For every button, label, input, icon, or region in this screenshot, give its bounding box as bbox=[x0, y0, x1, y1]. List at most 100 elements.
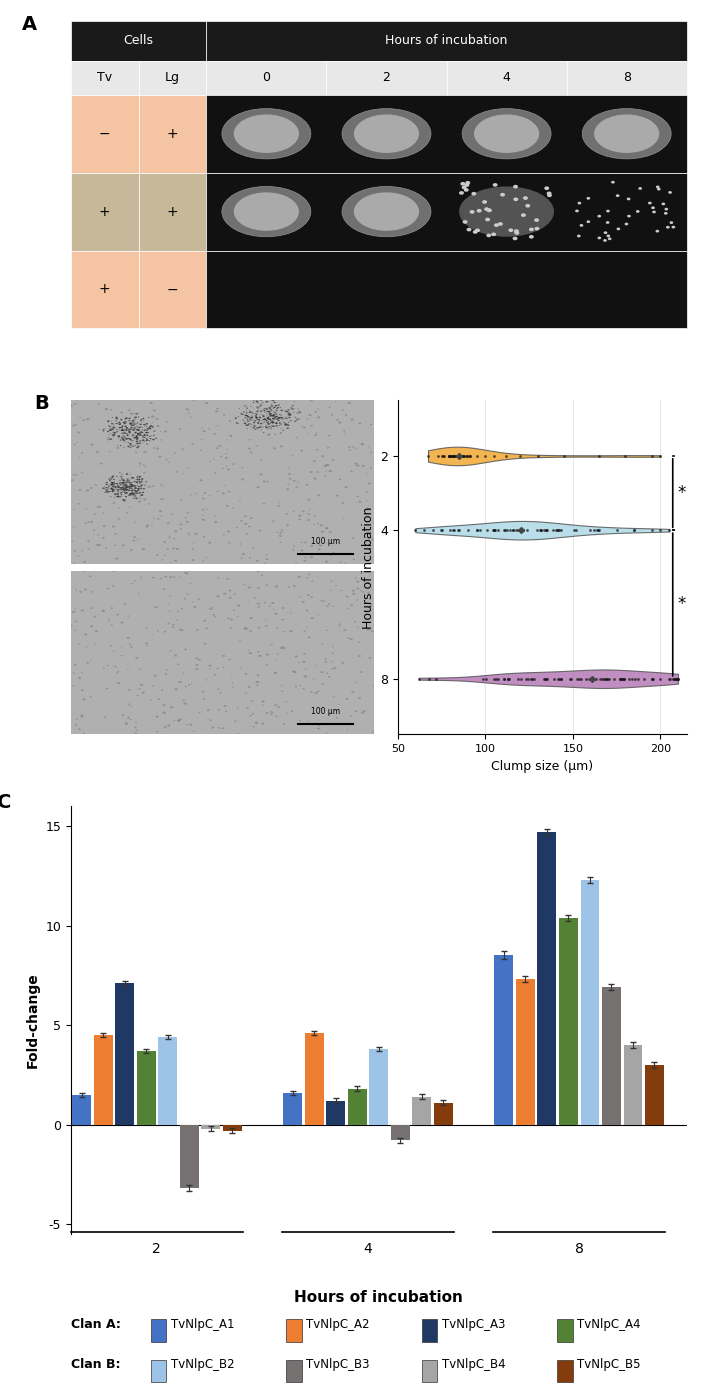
Ellipse shape bbox=[280, 647, 283, 648]
Ellipse shape bbox=[275, 613, 278, 615]
Bar bbox=[286, 1319, 302, 1341]
Bar bbox=[206, 95, 687, 172]
Ellipse shape bbox=[125, 489, 127, 490]
Text: +: + bbox=[166, 204, 178, 218]
Ellipse shape bbox=[357, 581, 359, 582]
Bar bbox=[602, 987, 621, 1124]
Bar bbox=[206, 21, 687, 62]
Bar bbox=[412, 1096, 431, 1124]
Bar bbox=[206, 62, 326, 95]
Text: Cells: Cells bbox=[124, 35, 154, 48]
Ellipse shape bbox=[304, 675, 307, 678]
Ellipse shape bbox=[257, 570, 260, 573]
Ellipse shape bbox=[345, 487, 348, 489]
Ellipse shape bbox=[271, 399, 273, 400]
Ellipse shape bbox=[319, 545, 321, 546]
Bar bbox=[326, 1100, 346, 1124]
Ellipse shape bbox=[324, 465, 326, 466]
Ellipse shape bbox=[639, 188, 642, 190]
Text: TvNlpC_A4: TvNlpC_A4 bbox=[577, 1317, 641, 1331]
Bar bbox=[624, 1044, 642, 1124]
Ellipse shape bbox=[207, 710, 210, 711]
Bar bbox=[222, 1124, 241, 1131]
Ellipse shape bbox=[350, 419, 353, 420]
Ellipse shape bbox=[348, 402, 351, 403]
Ellipse shape bbox=[267, 434, 270, 435]
Text: 2: 2 bbox=[382, 71, 390, 84]
Ellipse shape bbox=[218, 445, 221, 447]
Ellipse shape bbox=[95, 630, 98, 631]
Ellipse shape bbox=[358, 501, 361, 503]
Bar bbox=[158, 1037, 177, 1124]
Ellipse shape bbox=[112, 489, 115, 490]
Ellipse shape bbox=[266, 409, 268, 410]
Ellipse shape bbox=[240, 413, 243, 414]
Ellipse shape bbox=[648, 202, 652, 204]
Ellipse shape bbox=[313, 461, 316, 462]
Ellipse shape bbox=[329, 531, 331, 532]
Ellipse shape bbox=[128, 428, 131, 430]
Ellipse shape bbox=[127, 637, 130, 638]
Ellipse shape bbox=[290, 630, 292, 631]
Bar bbox=[537, 832, 556, 1124]
Ellipse shape bbox=[202, 430, 205, 433]
Ellipse shape bbox=[326, 528, 329, 529]
Text: +: + bbox=[99, 204, 110, 218]
Ellipse shape bbox=[529, 228, 534, 231]
Ellipse shape bbox=[202, 519, 205, 521]
Ellipse shape bbox=[309, 414, 312, 416]
Ellipse shape bbox=[179, 629, 182, 630]
Ellipse shape bbox=[260, 399, 262, 400]
Ellipse shape bbox=[205, 402, 208, 403]
Ellipse shape bbox=[498, 223, 503, 225]
Ellipse shape bbox=[607, 238, 612, 241]
Ellipse shape bbox=[260, 473, 262, 475]
Ellipse shape bbox=[338, 421, 341, 423]
Ellipse shape bbox=[244, 524, 247, 525]
Bar bbox=[559, 917, 578, 1124]
Ellipse shape bbox=[293, 585, 295, 587]
Ellipse shape bbox=[90, 626, 93, 627]
Ellipse shape bbox=[329, 470, 331, 472]
Bar bbox=[180, 1124, 198, 1189]
Ellipse shape bbox=[325, 528, 328, 529]
Ellipse shape bbox=[156, 448, 159, 449]
Ellipse shape bbox=[246, 416, 249, 417]
X-axis label: Clump size (μm): Clump size (μm) bbox=[491, 760, 593, 773]
Ellipse shape bbox=[606, 210, 610, 213]
Ellipse shape bbox=[352, 589, 355, 591]
Ellipse shape bbox=[210, 608, 212, 610]
Ellipse shape bbox=[321, 531, 324, 532]
Text: Clan B:: Clan B: bbox=[71, 1358, 120, 1371]
Ellipse shape bbox=[547, 192, 552, 195]
Ellipse shape bbox=[193, 606, 196, 608]
Ellipse shape bbox=[244, 627, 247, 629]
Ellipse shape bbox=[321, 672, 323, 673]
Ellipse shape bbox=[217, 595, 219, 596]
Ellipse shape bbox=[161, 498, 163, 500]
Ellipse shape bbox=[459, 190, 464, 195]
Ellipse shape bbox=[664, 211, 668, 214]
Ellipse shape bbox=[249, 412, 251, 413]
Ellipse shape bbox=[86, 490, 89, 491]
Ellipse shape bbox=[79, 678, 81, 679]
Text: *: * bbox=[677, 484, 685, 503]
Ellipse shape bbox=[266, 654, 269, 655]
Ellipse shape bbox=[278, 417, 281, 419]
Ellipse shape bbox=[513, 237, 518, 241]
Ellipse shape bbox=[222, 109, 311, 158]
Ellipse shape bbox=[617, 228, 620, 230]
Ellipse shape bbox=[342, 662, 344, 664]
Bar bbox=[206, 251, 687, 329]
Ellipse shape bbox=[636, 210, 639, 213]
Bar bbox=[115, 983, 134, 1124]
Ellipse shape bbox=[367, 582, 370, 584]
Bar bbox=[71, 62, 139, 95]
Ellipse shape bbox=[603, 239, 607, 242]
Ellipse shape bbox=[318, 549, 321, 550]
Ellipse shape bbox=[90, 487, 93, 489]
Ellipse shape bbox=[298, 575, 300, 578]
Ellipse shape bbox=[356, 465, 359, 466]
Ellipse shape bbox=[513, 197, 518, 202]
Ellipse shape bbox=[284, 424, 287, 426]
